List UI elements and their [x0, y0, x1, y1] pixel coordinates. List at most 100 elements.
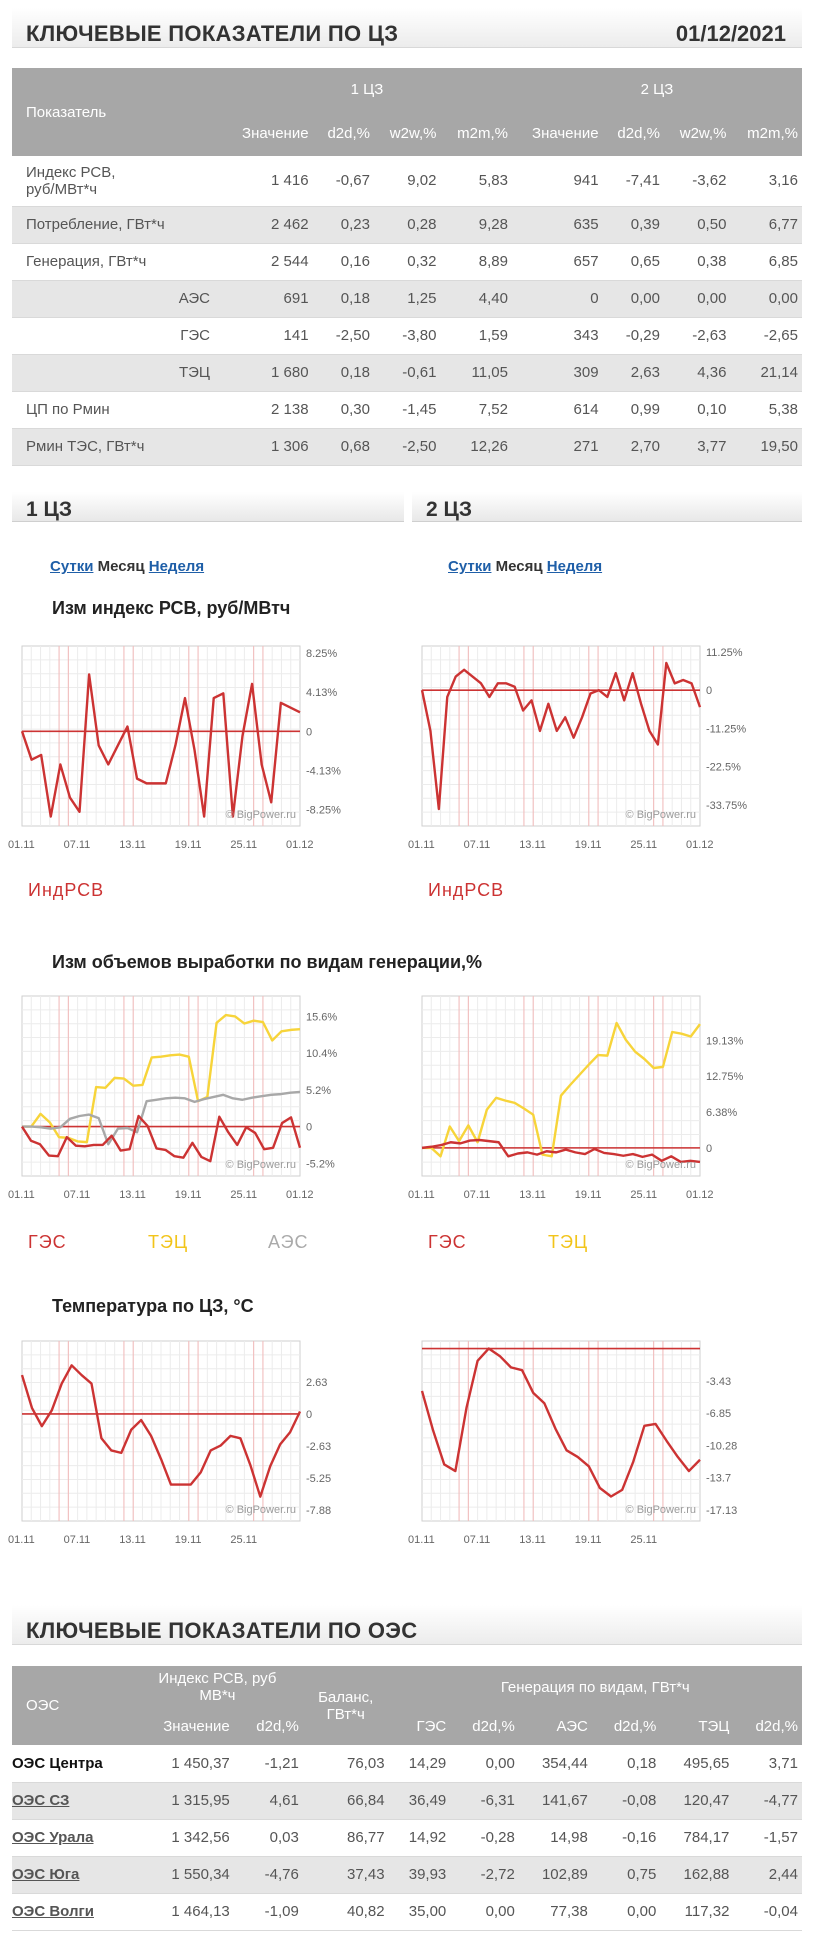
oes-link[interactable]: ОЭС Урала: [12, 1819, 132, 1857]
y-tick-label: -17.13: [706, 1505, 737, 1517]
table-cell: -6,31: [450, 1782, 519, 1820]
legend-price-zone2: ИндРСВ: [428, 880, 505, 900]
x-tick-label: 01.12: [286, 1189, 314, 1201]
row-label: ЦП по Рмин: [12, 391, 222, 429]
table-cell: 4,36: [663, 354, 731, 392]
x-tick-label: 01.11: [408, 1189, 435, 1201]
col-header-zone1: 1 ЦЗ: [222, 68, 512, 110]
period-day-link[interactable]: Сутки: [50, 558, 94, 575]
table-cell: 3,77: [663, 428, 731, 466]
x-tick-label: 19.11: [175, 839, 202, 851]
cz-indicators-table: Показатель 1 ЦЗ 2 ЦЗ Значение d2d,% w2w,% m…: [12, 68, 802, 466]
table-cell: 1 315,95: [132, 1782, 234, 1820]
table-cell: 941: [511, 156, 603, 207]
col-subheader: Значение: [222, 110, 313, 156]
period-month: Месяц: [495, 558, 543, 575]
watermark: © BigPower.ru: [626, 809, 696, 821]
y-tick-label: 2.63: [306, 1377, 327, 1389]
x-tick-label: 01.11: [408, 1534, 435, 1546]
table-row: Генерация, ГВт*ч 2 544 0,16 0,32 8,89 657 0,65…: [12, 243, 802, 281]
x-tick-label: 01.11: [8, 1189, 35, 1201]
y-tick-label: -8.25%: [306, 804, 341, 816]
row-label: Генерация, ГВт*ч: [12, 243, 222, 281]
y-tick-label: 8.25%: [306, 648, 337, 660]
table-row: ОЭС СЗ 1 315,95 4,61 66,84 36,49 -6,31 141,67-…: [12, 1782, 802, 1820]
row-label: Индекс РСВ, руб/МВт*ч: [12, 156, 222, 207]
x-tick-label: 19.11: [575, 1534, 602, 1546]
oes-link[interactable]: ОЭС Юга: [12, 1856, 132, 1894]
table-cell: 2 544: [222, 243, 313, 281]
row-label: ГЭС: [12, 317, 222, 355]
oes-link[interactable]: ОЭС СЗ: [12, 1782, 132, 1820]
period-week-link[interactable]: Неделя: [148, 558, 205, 575]
table-cell: 1 464,13: [132, 1893, 234, 1931]
series-line-Температура: [20, 1364, 302, 1498]
y-tick-label: 12.75%: [706, 1071, 744, 1083]
x-tick-label: 25.11: [230, 1534, 257, 1546]
y-tick-label: -2.63: [306, 1441, 331, 1453]
x-tick-label: 13.11: [119, 1189, 146, 1201]
table-cell: -4,77: [733, 1782, 802, 1820]
table-cell: 0: [511, 280, 603, 318]
table-cell: 1 680: [222, 354, 313, 392]
table-cell: 354,44: [518, 1745, 592, 1783]
table-cell: 343: [511, 317, 603, 355]
x-tick-label: 25.11: [630, 839, 657, 851]
x-tick-label: 25.11: [230, 1189, 257, 1201]
series-line-ГЭС: [20, 1114, 302, 1163]
table-row: Потребление, ГВт*ч 2 462 0,23 0,28 9,28 635 0,…: [12, 206, 802, 244]
legend-aes-zone1: АЭС: [268, 1232, 309, 1252]
col-subheader: d2d,%: [733, 1708, 802, 1745]
x-tick-label: 13.11: [119, 839, 146, 851]
x-tick-label: 07.11: [64, 839, 91, 851]
oes-title: КЛЮЧЕВЫЕ ПОКАЗАТЕЛИ ПО ОЭС: [26, 1618, 418, 1643]
col-header-oes: ОЭС: [12, 1666, 132, 1745]
x-tick-label: 13.11: [519, 839, 546, 851]
table-cell: 35,00: [388, 1893, 451, 1931]
period-switch-zone1: Сутки Месяц Неделя: [50, 558, 204, 575]
x-tick-label: 01.12: [686, 1189, 714, 1201]
table-cell: 162,88: [660, 1856, 734, 1894]
table-cell: 9,28: [440, 206, 512, 244]
table-cell: 141,67: [518, 1782, 592, 1820]
page-title: КЛЮЧЕВЫЕ ПОКАЗАТЕЛИ ПО ЦЗ: [26, 21, 399, 46]
table-cell: 614: [511, 391, 603, 429]
table-cell: 0,38: [663, 243, 731, 281]
table-cell: 1 416: [222, 156, 313, 207]
table-cell: 271: [511, 428, 603, 466]
y-tick-label: 6.38%: [706, 1107, 737, 1119]
y-tick-label: 10.4%: [306, 1048, 337, 1060]
x-tick-label: 19.11: [575, 1189, 602, 1201]
gen-chart-zone1: 15.6% 10.4% 5.2% 0 -5.2% 01.11 07.11 13.11 19.11…: [8, 995, 337, 1201]
col-subheader: w2w,%: [663, 110, 731, 156]
y-tick-label: 0: [706, 1143, 712, 1155]
oes-indicators-table: ОЭС Индекс РСВ, руб МВ*ч Баланс, ГВт*ч Ген…: [12, 1666, 802, 1931]
table-cell: 117,32: [660, 1893, 734, 1931]
oes-link[interactable]: ОЭС Волги: [12, 1893, 132, 1931]
col-subheader: ГЭС: [388, 1708, 451, 1745]
table-cell: -3,62: [663, 156, 731, 207]
x-tick-label: 25.11: [630, 1534, 657, 1546]
legend-ges-zone1: ГЭС: [28, 1232, 67, 1252]
row-label: АЭС: [12, 280, 222, 318]
table-cell: -0,29: [602, 317, 664, 355]
table-cell: -0,16: [591, 1819, 661, 1857]
y-tick-label: -13.7: [706, 1473, 731, 1485]
table-cell: 4,40: [440, 280, 512, 318]
x-tick-label: 13.11: [119, 1534, 146, 1546]
table-cell: -2,50: [312, 317, 374, 355]
x-tick-label: 01.11: [8, 839, 35, 851]
table-cell: 5,83: [440, 156, 512, 207]
x-tick-label: 07.11: [464, 839, 491, 851]
period-week-link[interactable]: Неделя: [546, 558, 603, 575]
period-day-link[interactable]: Сутки: [448, 558, 492, 575]
table-cell: 11,05: [440, 354, 512, 392]
table-cell: 309: [511, 354, 603, 392]
table-cell: -1,57: [733, 1819, 802, 1857]
table-row: ЦП по Рмин 2 138 0,30 -1,45 7,52 614 0,99 0,10 5…: [12, 391, 802, 429]
y-tick-label: 5.2%: [306, 1085, 331, 1097]
row-label: Потребление, ГВт*ч: [12, 206, 222, 244]
table-cell: -3,80: [374, 317, 441, 355]
price-chart-title: Изм индекс РСВ, руб/МВтч: [52, 598, 291, 618]
y-tick-label: -7.88: [306, 1505, 331, 1517]
